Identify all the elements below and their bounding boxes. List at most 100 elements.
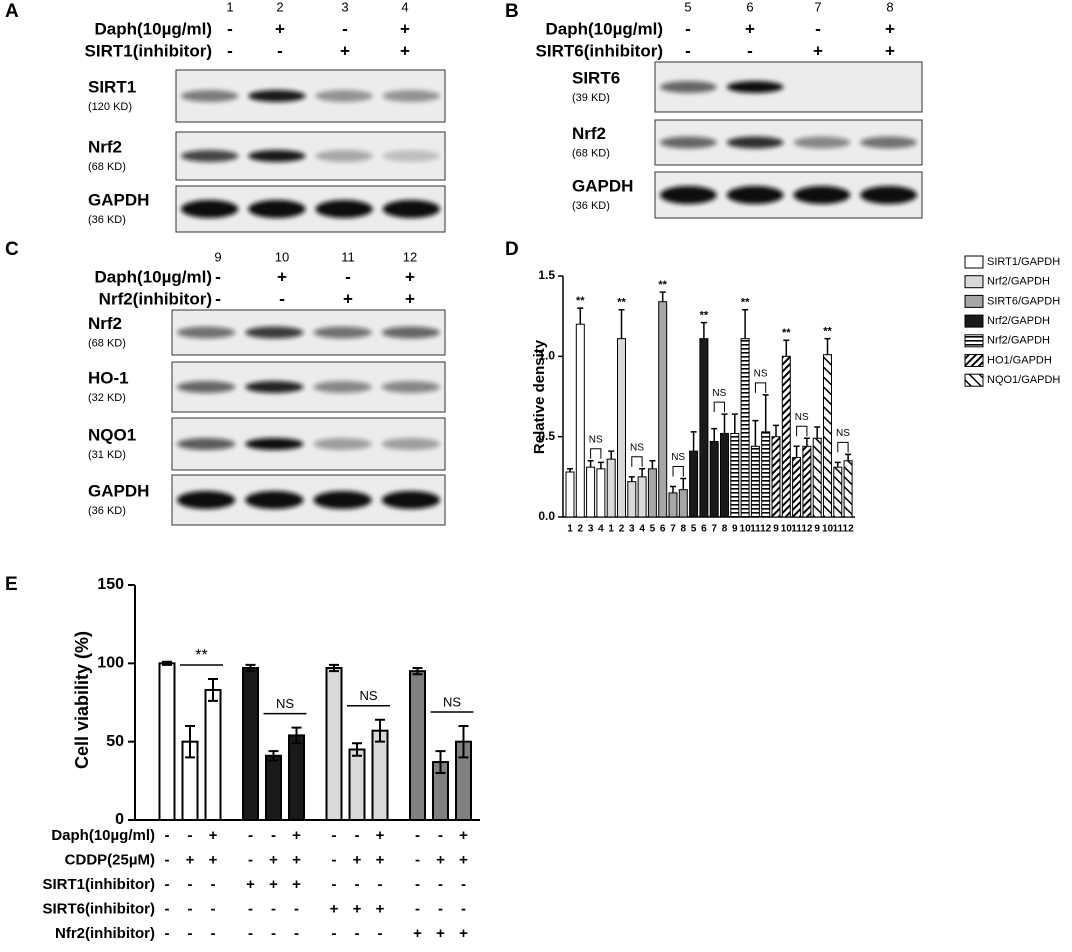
significance: NS — [836, 428, 850, 439]
error-bar — [162, 660, 172, 666]
treatment-sign: - — [332, 851, 337, 868]
treatment-sign: - — [248, 900, 253, 917]
panel-label: A — [5, 1, 19, 22]
significance: NS — [712, 388, 726, 399]
x-tick-label: 2 — [619, 524, 625, 535]
treatment-label: Nrf2(inhibitor) — [99, 289, 212, 308]
band — [315, 150, 373, 162]
band — [382, 200, 440, 218]
bar — [761, 431, 771, 518]
error-bar — [185, 725, 195, 759]
y-tick-label: 0.0 — [538, 509, 555, 523]
blot — [171, 309, 446, 356]
y-tick-label: 0 — [115, 811, 124, 828]
error-bar — [773, 424, 779, 437]
treatment-sign: + — [376, 827, 385, 844]
treatment-sign: - — [332, 925, 337, 942]
error-bar — [618, 308, 625, 339]
treatment-sign: + — [400, 19, 410, 38]
x-tick-label: 11 — [750, 524, 761, 535]
bracket — [672, 465, 684, 477]
legend-label: Nrf2/GAPDH — [987, 335, 1050, 347]
blot-size: (32 KD) — [88, 392, 126, 404]
treatment-sign: - — [415, 876, 420, 893]
band — [381, 491, 440, 509]
error-bar — [608, 450, 615, 460]
error-bar — [208, 678, 218, 702]
legend-label: Nrf2/GAPDH — [987, 276, 1050, 288]
treatment-sign: - — [248, 851, 253, 868]
treatment-sign: - — [188, 827, 193, 844]
bar — [637, 476, 647, 518]
treatment-sign: - — [165, 827, 170, 844]
treatment-label: SIRT1(inhibitor) — [85, 41, 212, 60]
bar — [288, 734, 305, 822]
significance: ** — [782, 327, 791, 339]
x-tick-label: 8 — [681, 524, 687, 535]
treatment-sign: - — [211, 925, 216, 942]
treatment-sign: - — [461, 876, 466, 893]
legend-swatch — [964, 294, 984, 308]
bar — [565, 471, 575, 518]
blot — [175, 69, 446, 123]
y-axis-label: Relative density — [531, 339, 548, 454]
y-tick-label: 150 — [97, 576, 124, 593]
x-tick-label: 6 — [660, 524, 666, 535]
bar — [730, 432, 740, 518]
significance: ** — [823, 326, 832, 338]
error-bar — [329, 663, 339, 673]
band — [248, 150, 306, 162]
blot — [171, 361, 446, 413]
band — [181, 200, 239, 218]
lane-number: 6 — [746, 0, 753, 14]
x-tick-label: 10 — [740, 524, 752, 535]
error-bar — [824, 337, 831, 355]
error-bar — [291, 726, 302, 745]
bar — [606, 458, 616, 518]
treatment-sign: + — [246, 876, 255, 893]
treatment-sign: - — [332, 876, 337, 893]
error-bar — [435, 750, 446, 774]
blot-size: (68 KD) — [88, 161, 126, 173]
treatment-sign: - — [211, 876, 216, 893]
y-tick-label: 100 — [97, 655, 124, 672]
y-tick-label: 1.5 — [538, 268, 555, 282]
band — [660, 81, 717, 93]
x-tick-label: 6 — [701, 524, 707, 535]
treatment-sign: - — [215, 289, 221, 308]
band — [660, 136, 717, 149]
treatment-sign: + — [330, 900, 339, 917]
lane-number: 3 — [341, 0, 348, 14]
treatment-sign: + — [436, 925, 445, 942]
treatment-sign: - — [188, 925, 193, 942]
lane-number: 12 — [403, 249, 417, 264]
band — [177, 438, 236, 450]
treatment-sign: + — [275, 19, 285, 38]
band — [726, 81, 784, 93]
x-tick-label: 8 — [722, 524, 728, 535]
treatment-sign: - — [165, 925, 170, 942]
treatment-sign: - — [279, 289, 285, 308]
significance: NS — [795, 412, 809, 423]
treatment-label: Daph(10µg/ml) — [95, 19, 212, 38]
treatment-label: SIRT1(inhibitor) — [43, 876, 156, 893]
treatment-sign: - — [461, 900, 466, 917]
treatment-sign: + — [885, 19, 895, 38]
significance: ** — [741, 297, 750, 309]
lane-number: 7 — [814, 0, 821, 14]
bar — [409, 670, 426, 822]
treatment-label: Daph(10µg/ml) — [95, 267, 212, 286]
bar — [586, 466, 596, 518]
treatment-sign: + — [186, 851, 195, 868]
legend-swatch — [964, 373, 984, 387]
band — [177, 326, 236, 339]
x-tick-label: 4 — [598, 524, 604, 535]
blot-size: (120 KD) — [88, 101, 132, 113]
bracket — [754, 382, 767, 393]
x-tick-label: 1 — [608, 524, 614, 535]
band — [315, 90, 373, 102]
lane-number: 11 — [341, 249, 355, 264]
treatment-sign: - — [248, 827, 253, 844]
